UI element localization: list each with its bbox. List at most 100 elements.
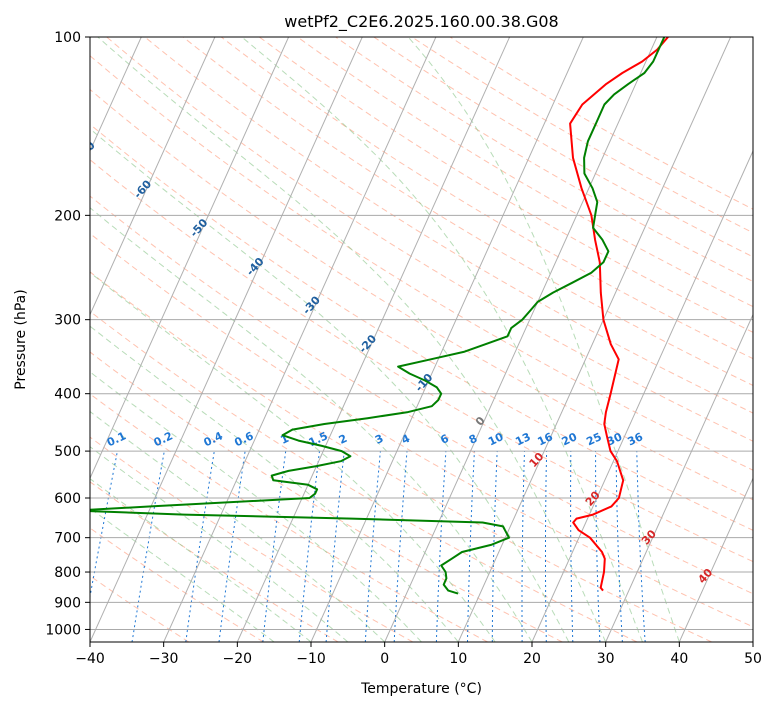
mixing-ratio-label: 10	[486, 430, 506, 448]
dry-adiabat	[90, 310, 638, 642]
mixing-ratio-line	[521, 451, 525, 642]
isotherm	[90, 37, 216, 316]
isotherm	[531, 149, 753, 642]
mixing-ratio-line	[467, 451, 475, 642]
x-tick-label: 30	[597, 651, 615, 667]
y-tick-label: 300	[54, 313, 81, 329]
dry-adiabat	[90, 527, 264, 642]
isotherm-label: -30	[300, 293, 323, 317]
chart-title: wetPf2_C2E6.2025.160.00.38.G08	[284, 12, 558, 32]
y-tick-label: 1000	[45, 622, 81, 638]
line-labels: 0.10.20.40.611.52346810131620253036-100-…	[19, 100, 716, 586]
moist-adiabats	[90, 37, 680, 642]
isotherm	[0, 37, 68, 642]
mixing-ratio-line	[570, 451, 574, 642]
moist-adiabat	[90, 128, 570, 642]
dry-adiabat	[90, 232, 753, 628]
isotherm	[90, 37, 142, 153]
mixing-ratio-label: 3	[373, 432, 385, 447]
moist-adiabat	[90, 507, 275, 642]
profiles	[90, 37, 669, 595]
mixing-ratio-label: 16	[536, 430, 556, 448]
x-tick-label: 20	[523, 651, 541, 667]
dry-adiabat	[220, 37, 753, 360]
isotherm-label: -40	[244, 255, 267, 279]
mixing-ratio-line	[298, 451, 320, 642]
mixing-ratio-line	[435, 451, 447, 642]
moist-adiabat	[97, 37, 607, 642]
dry-adiabat	[90, 88, 753, 501]
moist-adiabat	[90, 410, 386, 642]
mixing-ratio-line	[393, 451, 408, 642]
mixing-ratio-line	[615, 451, 623, 642]
x-tick-label: 40	[670, 651, 688, 667]
y-tick-label: 600	[54, 491, 81, 507]
moist-adiabat	[407, 37, 680, 642]
x-tick-label: 50	[744, 651, 762, 667]
moist-adiabat	[90, 207, 533, 642]
isotherms	[0, 37, 753, 642]
mixing-ratio-label: 20	[560, 430, 580, 448]
mixing-ratio-label: 13	[513, 430, 532, 448]
y-tick-label: 400	[54, 387, 81, 403]
isotherm	[678, 477, 753, 642]
mixing-ratio-line	[545, 451, 548, 642]
dry-adiabat	[90, 481, 339, 642]
y-tick-label: 500	[54, 444, 81, 460]
mixing-ratio-label: 4	[400, 432, 413, 447]
mixing-ratio-label: 6	[438, 432, 451, 447]
mixing-ratio-line	[185, 451, 215, 642]
isotherm-label: -70	[75, 139, 98, 163]
isotherm-label: -60	[131, 177, 154, 201]
isotherm	[310, 37, 584, 642]
x-axis: −40 −30 −20 −10 0 10 20 30 40 50	[75, 642, 762, 667]
moist-adiabat	[90, 271, 496, 642]
x-tick-label: −30	[149, 651, 179, 667]
mixing-ratio-label: 36	[626, 430, 646, 448]
isotherm	[457, 37, 732, 642]
isotherm-label: -80	[19, 100, 42, 124]
mixing-ratio-line	[90, 451, 118, 600]
dry-adiabat	[90, 195, 753, 595]
mixing-ratio-label: 0.4	[202, 429, 225, 449]
mixing-ratio-label: 2	[337, 432, 349, 447]
moist-adiabat	[90, 325, 459, 642]
y-tick-label: 800	[54, 565, 81, 581]
y-axis: 100 200 300 400 500 600 700 800 900 1000	[45, 30, 90, 638]
x-tick-label: −10	[296, 651, 326, 667]
plot-frame	[89, 36, 754, 643]
dry-adiabat	[106, 37, 753, 442]
x-axis-label: Temperature (°C)	[360, 681, 482, 697]
isobars	[90, 37, 753, 630]
isotherm	[236, 37, 511, 642]
dry-adiabat	[144, 37, 753, 414]
isotherm-label: 0	[473, 414, 488, 429]
isotherm	[90, 37, 290, 480]
x-tick-label: −20	[223, 651, 253, 667]
mixing-ratio-line	[262, 451, 287, 642]
isotherm	[752, 640, 753, 642]
mixing-ratio-label: 0.1	[105, 429, 128, 449]
x-tick-label: 0	[380, 651, 389, 667]
y-tick-label: 700	[54, 531, 81, 547]
isotherm	[90, 37, 363, 642]
mixing-ratio-line	[218, 451, 246, 642]
moist-adiabat	[90, 371, 422, 642]
mixing-ratio-label: 8	[467, 432, 479, 447]
moist-adiabat	[90, 478, 312, 642]
temperature-profile	[569, 37, 669, 592]
isotherm-label: -50	[187, 216, 210, 240]
mixing-ratio-label: 0.6	[232, 429, 255, 449]
mixing-ratio-label: 0.2	[152, 429, 175, 449]
mixing-ratio-line	[491, 451, 498, 642]
dry-adiabat	[182, 37, 753, 386]
moist-adiabat	[90, 446, 349, 642]
y-tick-label: 900	[54, 595, 81, 611]
x-tick-label: 10	[449, 651, 467, 667]
isotherm	[163, 37, 437, 642]
mixing-ratio-line	[636, 451, 646, 642]
isotherm-label: -10	[413, 371, 436, 395]
mixing-ratio-line	[325, 451, 345, 642]
isotherm	[605, 313, 753, 642]
